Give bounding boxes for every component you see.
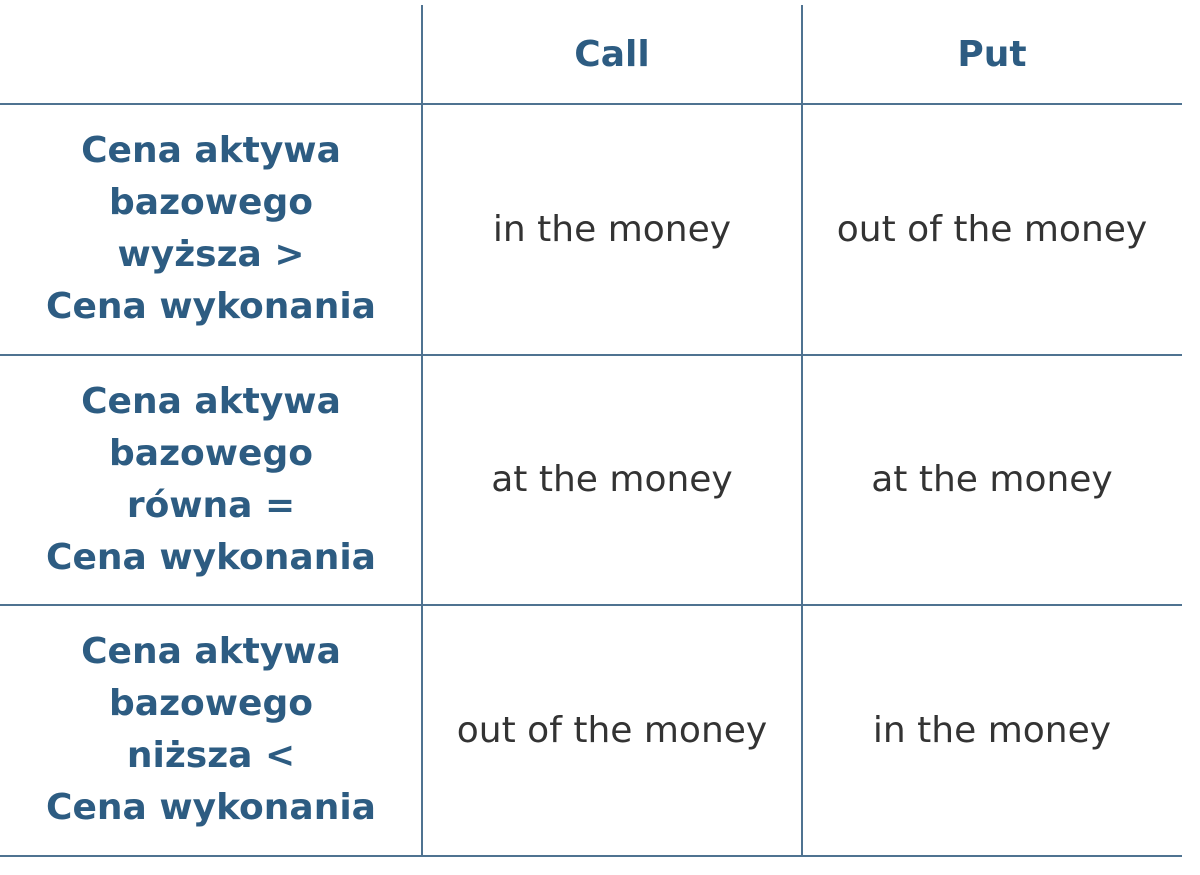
row-divider bbox=[0, 103, 1182, 105]
row-header-line: Cena wykonania bbox=[46, 286, 376, 328]
column-divider bbox=[421, 5, 423, 856]
cell: in the money bbox=[872, 709, 1112, 751]
row-header-line: Cena aktywa bbox=[81, 130, 341, 172]
row-header-line: bazowego bbox=[109, 432, 313, 474]
row-header-line: niższa < bbox=[126, 735, 296, 777]
row-divider bbox=[0, 353, 1182, 356]
column-header: Put bbox=[957, 34, 1027, 75]
row-header-line: bazowego bbox=[109, 683, 313, 725]
cell: in the money bbox=[492, 208, 732, 250]
cell: at the money bbox=[871, 459, 1113, 501]
row-header: Cena aktywa bazowego niższa < Cena wykonani… bbox=[0, 605, 422, 856]
row-header: Cena aktywa bazowego wyższa > Cena wykonani… bbox=[0, 104, 422, 355]
row-header-line: Cena aktywa bbox=[81, 380, 341, 422]
row-header-line: równa = bbox=[126, 484, 296, 526]
cell: out of the money bbox=[836, 208, 1148, 250]
row-header-line: Cena wykonania bbox=[46, 536, 376, 578]
row-header: Cena aktywa bazowego równa = Cena wykonania bbox=[0, 355, 422, 606]
cell: out of the money bbox=[456, 709, 768, 751]
row-divider bbox=[0, 604, 1182, 606]
column-divider bbox=[801, 5, 803, 856]
row-header-line: Cena aktywa bbox=[81, 631, 341, 673]
row-header-line: Cena wykonania bbox=[46, 787, 376, 829]
row-header-line: wyższa > bbox=[117, 234, 305, 276]
column-header: Call bbox=[574, 34, 650, 75]
row-header-line: bazowego bbox=[109, 182, 313, 224]
cell: at the money bbox=[491, 459, 733, 501]
row-divider bbox=[0, 854, 1182, 857]
